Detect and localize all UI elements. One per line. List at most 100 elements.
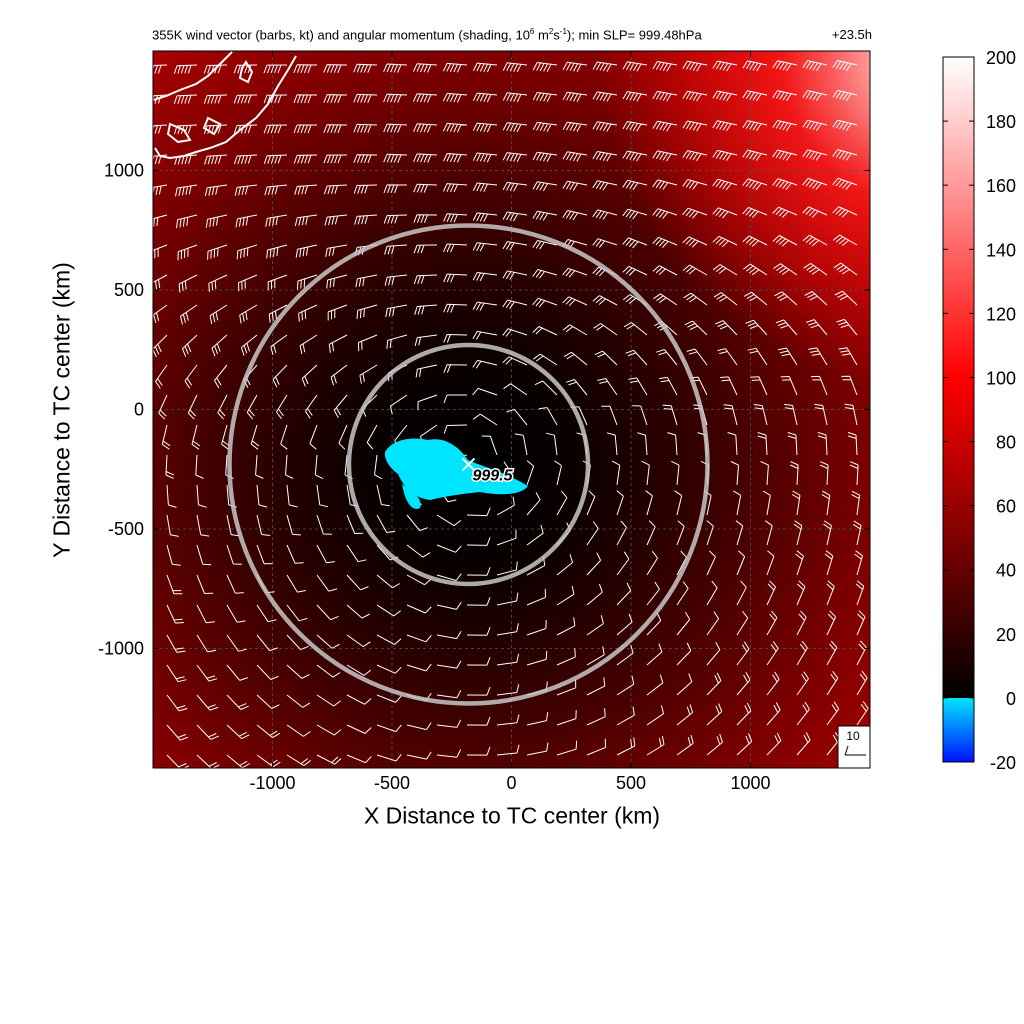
- wind-barb: [443, 394, 467, 404]
- wind-barb: [472, 152, 498, 163]
- wind-barb: [652, 179, 678, 190]
- wind-barb: [616, 675, 635, 696]
- wind-barb: [272, 364, 288, 388]
- wind-barb: [506, 408, 528, 426]
- wind-barb: [238, 274, 258, 292]
- wind-barb: [592, 295, 618, 306]
- wind-barb: [556, 648, 576, 666]
- wind-barb: [158, 394, 168, 420]
- wind-barb: [556, 617, 576, 636]
- wind-barb: [226, 754, 251, 768]
- wind-barb: [502, 152, 528, 163]
- wind-barb: [196, 604, 215, 624]
- wind-barb: [616, 644, 634, 666]
- wind-barb: [346, 574, 369, 591]
- wind-barb: [856, 640, 867, 666]
- wind-barb: [256, 544, 273, 565]
- wind-barb: [823, 520, 832, 546]
- wind-barb: [256, 514, 271, 536]
- wind-barb: [855, 580, 865, 606]
- wind-barb: [562, 61, 588, 72]
- wind-barb: [806, 319, 828, 336]
- wind-barb: [824, 550, 834, 576]
- wind-barb: [166, 604, 185, 624]
- wind-barb: [774, 291, 798, 306]
- wind-barb: [256, 664, 279, 680]
- wind-barb: [856, 670, 868, 696]
- wind-barb: [413, 214, 438, 223]
- wind-barb: [592, 61, 618, 72]
- wind-barb: [676, 520, 685, 546]
- wind-barb: [742, 235, 768, 247]
- wind-barb: [791, 490, 801, 516]
- wind-barb: [652, 120, 678, 132]
- wind-barb: [376, 694, 402, 703]
- wind-barb: [355, 274, 378, 288]
- wind-barb: [534, 380, 558, 396]
- wind-barb: [622, 91, 648, 102]
- wind-barb: [294, 184, 318, 195]
- wind-barb: [263, 94, 288, 104]
- wind-barb: [414, 334, 438, 347]
- wind-barb: [472, 62, 498, 73]
- title-units-s: s: [553, 27, 560, 43]
- wind-barb: [760, 461, 769, 486]
- wind-barb: [682, 90, 708, 102]
- wind-barb: [298, 304, 318, 322]
- wind-barb: [346, 754, 372, 764]
- wind-barb: [346, 514, 364, 534]
- wind-barb: [414, 304, 438, 315]
- title-exponent-m: 2: [548, 27, 554, 36]
- wind-barb: [684, 320, 708, 336]
- reference-barb-label: 10: [846, 729, 860, 743]
- reference-barb: 10: [837, 725, 870, 768]
- wind-barb: [280, 424, 288, 450]
- wind-barb: [502, 92, 528, 103]
- wind-barb: [353, 93, 378, 103]
- wind-barb: [622, 294, 648, 306]
- wind-barb: [597, 378, 618, 396]
- wind-barb: [852, 520, 862, 546]
- wind-barb: [309, 424, 318, 450]
- wind-barb: [706, 520, 714, 546]
- wind-barb: [712, 120, 738, 132]
- negative-momentum-region: [384, 438, 528, 509]
- wind-barb: [622, 121, 648, 132]
- wind-barb: [676, 581, 689, 606]
- wind-barb: [204, 154, 228, 165]
- wind-barb: [472, 182, 498, 192]
- wind-barb: [562, 324, 588, 336]
- wind-barb: [268, 304, 288, 323]
- wind-barb: [226, 544, 242, 565]
- wind-barb: [686, 348, 708, 366]
- wind-barb: [646, 674, 664, 696]
- wind-barb: [562, 151, 588, 162]
- wind-barb: [496, 684, 520, 696]
- wind-barb: [586, 677, 606, 696]
- wind-barb: [214, 364, 228, 389]
- colorbar-tick-label: 80: [996, 433, 1016, 453]
- wind-barb: [802, 60, 828, 72]
- wind-barb: [742, 178, 768, 191]
- wind-barb: [325, 244, 348, 257]
- wind-barb: [832, 119, 858, 131]
- wind-barb: [472, 212, 498, 222]
- wind-barb: [502, 62, 528, 73]
- wind-barb: [316, 724, 342, 736]
- wind-barb: [346, 544, 367, 563]
- wind-barb: [173, 64, 198, 74]
- y-axis-ticks: -1000 -500 0 500 1000: [98, 161, 870, 659]
- wind-barb: [180, 304, 198, 325]
- colorbar: -20 0 20 40 60 80 100 120 140 160 180 200: [942, 48, 1016, 773]
- wind-barb: [736, 641, 750, 666]
- wind-barb: [652, 265, 678, 276]
- wind-barb: [166, 664, 187, 683]
- wind-barb: [256, 754, 281, 768]
- wind-barb: [616, 582, 632, 606]
- wind-barb: [285, 454, 294, 479]
- wind-barb: [286, 544, 304, 564]
- wind-barb: [316, 664, 341, 678]
- wind-barb: [652, 90, 678, 102]
- wind-barb: [706, 734, 723, 756]
